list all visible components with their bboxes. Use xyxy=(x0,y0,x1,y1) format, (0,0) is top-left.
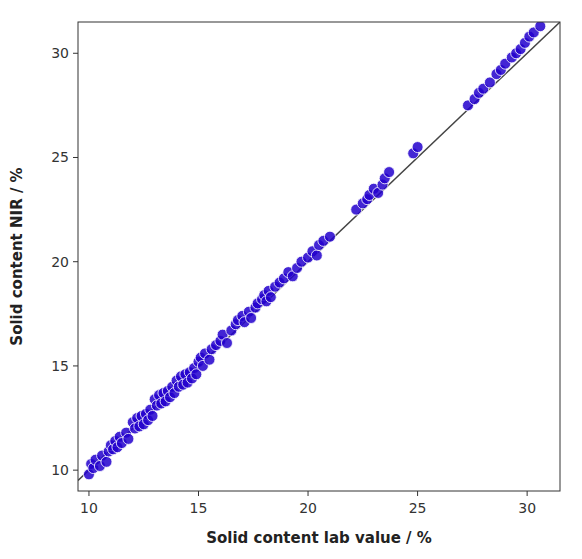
scatter-points xyxy=(83,22,545,480)
plot-area xyxy=(78,22,560,481)
y-tick xyxy=(73,53,78,54)
plot-frame xyxy=(78,22,560,491)
x-tick xyxy=(308,491,309,496)
point xyxy=(311,250,322,261)
point xyxy=(123,433,134,444)
y-tick-label: 20 xyxy=(51,254,69,270)
y-tick-label: 15 xyxy=(51,358,69,374)
x-tick xyxy=(198,491,199,496)
chart: 10 15 20 25 30 10 15 20 25 30 Solid content lab va… xyxy=(0,0,582,559)
y-tick xyxy=(73,261,78,262)
point xyxy=(246,312,257,323)
point xyxy=(324,231,335,242)
x-tick-label: 15 xyxy=(190,500,208,516)
point xyxy=(265,292,276,303)
point xyxy=(384,167,395,178)
reference-line xyxy=(78,22,560,481)
point xyxy=(147,410,158,421)
y-tick xyxy=(73,365,78,366)
plot-background xyxy=(78,22,560,491)
x-tick-label: 20 xyxy=(299,500,317,516)
y-axis-label: Solid content NIR / % xyxy=(8,167,26,345)
y-tick-label: 10 xyxy=(51,462,69,478)
x-tick-label: 10 xyxy=(80,500,98,516)
point xyxy=(221,338,232,349)
x-tick-label: 30 xyxy=(518,500,536,516)
y-tick-label: 30 xyxy=(51,45,69,61)
axes: 10 15 20 25 30 10 15 20 25 30 xyxy=(51,45,536,516)
x-tick-label: 25 xyxy=(409,500,427,516)
point xyxy=(412,142,423,153)
y-tick xyxy=(73,157,78,158)
point xyxy=(101,456,112,467)
y-tick-label: 25 xyxy=(51,149,69,165)
x-axis-label: Solid content lab value / % xyxy=(206,529,432,547)
y-tick xyxy=(73,470,78,471)
x-tick xyxy=(417,491,418,496)
point xyxy=(204,354,215,365)
x-tick xyxy=(527,491,528,496)
x-tick xyxy=(88,491,89,496)
point xyxy=(535,22,546,32)
